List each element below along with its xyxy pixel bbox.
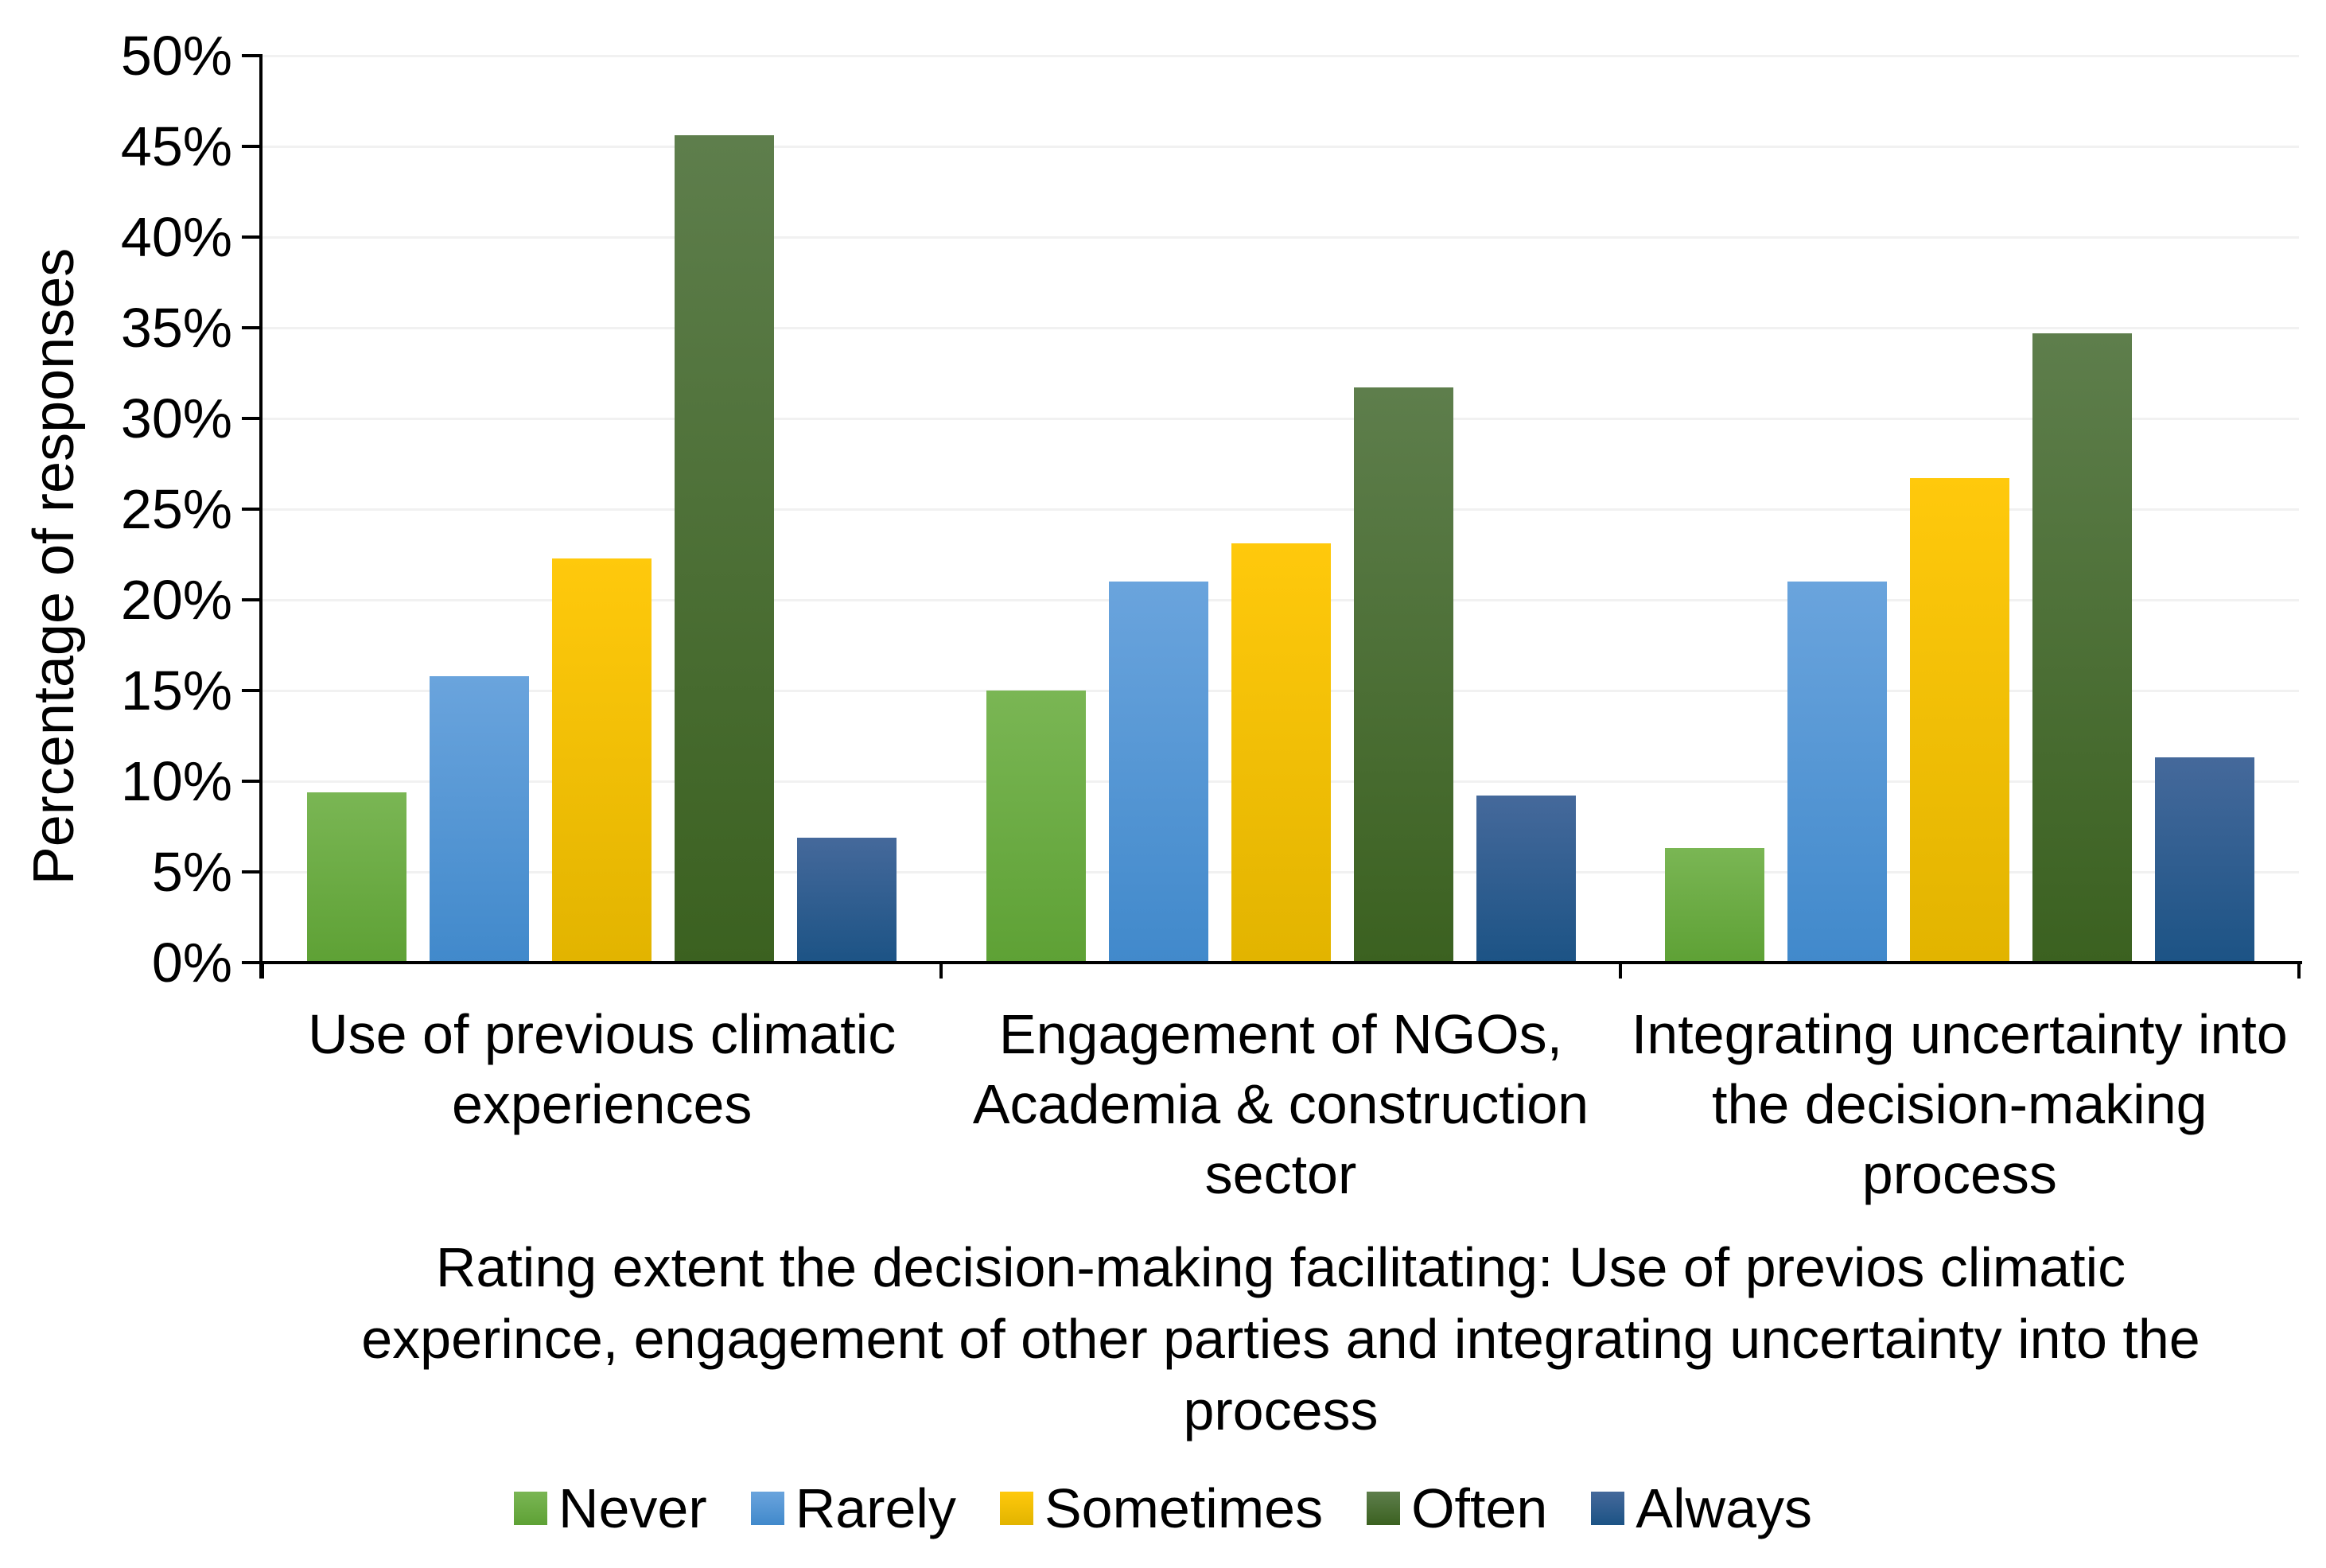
- legend-marker-never: [513, 1492, 547, 1525]
- y-tick-mark: [242, 417, 263, 420]
- legend-item-sometimes: Sometimes: [999, 1477, 1324, 1540]
- y-tick-label: 15%: [120, 659, 232, 722]
- y-tick-mark: [242, 598, 263, 601]
- plot-area: [263, 55, 2299, 963]
- legend-item-rarely: Rarely: [750, 1477, 956, 1540]
- y-axis-line: [259, 56, 263, 979]
- bar-always-group1: [797, 837, 897, 963]
- y-tick-label: 0%: [151, 932, 232, 994]
- y-tick-label: 10%: [120, 750, 232, 812]
- gridline: [263, 55, 2299, 57]
- bar-always-group2: [1476, 796, 1576, 963]
- bar-rarely-group1: [430, 675, 530, 963]
- gridline: [263, 146, 2299, 148]
- bar-sometimes-group3: [1909, 478, 2009, 963]
- category-labels: Use of previous climatic experiences Enga…: [263, 999, 2299, 1209]
- category-label-2: Engagement of NGOs, Academia & construct…: [972, 1003, 1589, 1205]
- y-tick-mark: [242, 54, 263, 57]
- gridline: [263, 508, 2299, 511]
- legend-label: Sometimes: [1044, 1477, 1324, 1539]
- bar-often-group1: [675, 135, 775, 963]
- x-tick-mark: [939, 963, 943, 979]
- y-tick-label: 20%: [120, 569, 232, 631]
- category-label-3: Integrating uncertainty into the decisio…: [1631, 1003, 2288, 1205]
- x-tick-mark: [1618, 963, 1622, 979]
- x-axis-line: [242, 961, 2302, 964]
- y-tick-mark: [242, 870, 263, 873]
- y-tick-mark: [242, 326, 263, 329]
- bar-never-group2: [986, 691, 1086, 963]
- legend-label: Rarely: [795, 1477, 956, 1539]
- legend-label: Never: [558, 1477, 707, 1539]
- legend-marker-always: [1591, 1492, 1625, 1525]
- legend-label: Often: [1411, 1477, 1548, 1539]
- bar-sometimes-group1: [552, 558, 652, 963]
- legend-item-never: Never: [513, 1477, 707, 1540]
- x-axis-caption: Rating extent the decision-making facili…: [361, 1236, 2200, 1442]
- legend: Never Rarely Sometimes Often Always: [0, 1477, 2326, 1540]
- legend-marker-rarely: [750, 1492, 784, 1525]
- y-tick-mark: [242, 145, 263, 148]
- bar-rarely-group2: [1108, 582, 1208, 963]
- y-tick-label: 30%: [120, 387, 232, 449]
- y-tick-label: 50%: [120, 25, 232, 87]
- x-tick-mark: [2297, 963, 2301, 979]
- bar-sometimes-group2: [1231, 543, 1331, 963]
- legend-item-always: Always: [1591, 1477, 1812, 1540]
- y-tick-mark: [242, 235, 263, 239]
- bar-never-group3: [1664, 848, 1764, 963]
- y-tick-mark: [242, 508, 263, 511]
- y-tick-mark: [242, 961, 263, 964]
- y-tick-label: 35%: [120, 297, 232, 359]
- category-label-1: Use of previous climatic experiences: [308, 1003, 897, 1135]
- y-tick-label: 45%: [120, 115, 232, 177]
- y-tick-mark: [242, 689, 263, 692]
- y-tick-label: 5%: [151, 841, 232, 903]
- legend-item-often: Often: [1367, 1477, 1547, 1540]
- y-tick-label: 40%: [120, 206, 232, 268]
- bar-often-group2: [1353, 387, 1453, 963]
- bar-always-group3: [2154, 757, 2254, 963]
- bar-rarely-group3: [1787, 582, 1887, 963]
- legend-label: Always: [1636, 1477, 1813, 1539]
- legend-marker-often: [1367, 1492, 1401, 1525]
- gridline: [263, 327, 2299, 329]
- gridline: [263, 236, 2299, 239]
- bar-often-group3: [2032, 333, 2132, 963]
- y-tick-mark: [242, 780, 263, 783]
- gridline: [263, 418, 2299, 420]
- y-tick-label: 25%: [120, 478, 232, 540]
- legend-marker-sometimes: [999, 1492, 1033, 1525]
- x-tick-mark: [261, 963, 264, 979]
- bar-never-group1: [307, 792, 407, 963]
